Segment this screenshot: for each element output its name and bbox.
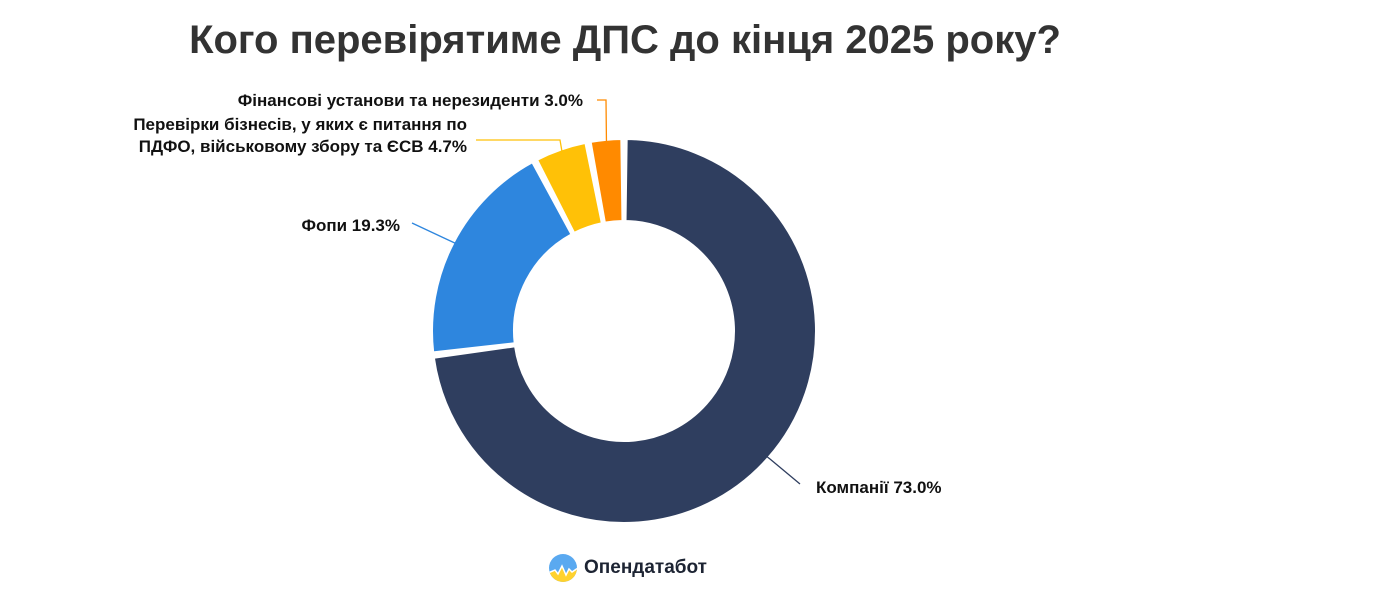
slice-label-3: Фінансові установи та нерезиденти 3.0%: [238, 91, 583, 110]
slice-label-1: Фопи 19.3%: [301, 216, 400, 235]
leader-line-2: [476, 139, 564, 156]
slice-label-0: Компанії 73.0%: [816, 478, 942, 497]
slice-1: [431, 161, 573, 354]
slice-label-2: Перевірки бізнесів, у яких є питання по П…: [133, 115, 467, 156]
leader-line-1: [411, 222, 460, 246]
brand: Опендатабот: [548, 553, 707, 583]
slice-2: [536, 141, 603, 234]
chart-title: Кого перевірятиме ДПС до кінця 2025 року…: [189, 18, 1061, 62]
sun-logo-icon: [549, 554, 577, 582]
brand-name: Опендатабот: [584, 557, 707, 578]
leader-line-0: [763, 453, 801, 485]
slice-0: [432, 138, 817, 524]
slice-3: [589, 138, 624, 224]
leader-line-3: [597, 99, 608, 146]
